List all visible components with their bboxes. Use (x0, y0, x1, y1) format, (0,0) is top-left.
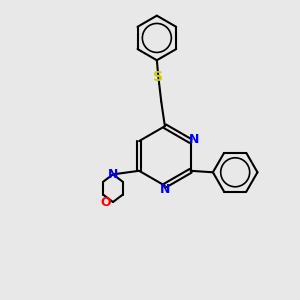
Text: N: N (160, 183, 170, 196)
Text: O: O (100, 196, 111, 208)
Text: N: N (189, 133, 200, 146)
Text: N: N (108, 168, 118, 181)
Text: S: S (153, 70, 163, 84)
